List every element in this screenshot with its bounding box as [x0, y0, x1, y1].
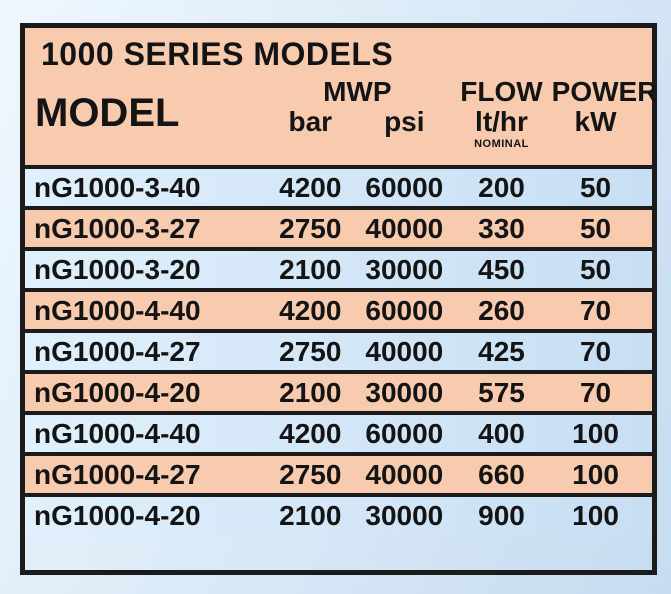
table-header: 1000 SERIES MODELS MODEL MWP bar psi FLO… — [25, 28, 658, 165]
table-row: nG1000-4-20 2100 30000 575 70 — [25, 370, 652, 411]
mwp-group-label: MWP — [323, 76, 392, 107]
column-header-model: MODEL — [25, 77, 263, 135]
mwp-unit-labels: bar psi — [263, 107, 451, 137]
table-row: nG1000-4-27 2750 40000 660 100 — [25, 452, 652, 493]
table-row: nG1000-4-40 4200 60000 260 70 — [25, 288, 652, 329]
cell-flow: 450 — [478, 253, 525, 285]
cell-mwp-psi: 40000 — [365, 335, 444, 367]
cell-flow: 260 — [478, 294, 525, 326]
cell-power: 100 — [572, 499, 619, 531]
cell-flow: 575 — [478, 376, 525, 408]
model-column-label: MODEL — [35, 91, 180, 135]
cell-flow: 200 — [478, 171, 525, 203]
cell-mwp-bar: 2750 — [279, 212, 342, 244]
cell-power: 70 — [579, 376, 612, 408]
cell-power: 50 — [579, 253, 612, 285]
cell-power: 100 — [572, 458, 619, 490]
cell-flow: 330 — [478, 212, 525, 244]
cell-model: nG1000-4-40 — [34, 294, 201, 326]
cell-model: nG1000-4-27 — [34, 458, 201, 490]
cell-mwp-psi: 30000 — [365, 376, 444, 408]
column-header-flow: FLOW lt/hr NOMINAL — [451, 77, 551, 152]
cell-flow: 900 — [478, 499, 525, 531]
cell-flow: 660 — [478, 458, 525, 490]
cell-model: nG1000-3-27 — [34, 212, 201, 244]
cell-model: nG1000-4-20 — [34, 376, 201, 408]
cell-power: 50 — [579, 171, 612, 203]
flow-label: FLOW — [460, 76, 543, 107]
table-row: nG1000-3-27 2750 40000 330 50 — [25, 206, 652, 247]
cell-model: nG1000-4-40 — [34, 417, 201, 449]
table-title: 1000 SERIES MODELS — [41, 36, 394, 72]
mwp-psi-label: psi — [384, 106, 425, 137]
spec-table: 1000 SERIES MODELS MODEL MWP bar psi FLO… — [20, 23, 657, 575]
cell-mwp-bar: 2100 — [279, 499, 342, 531]
cell-power: 70 — [579, 335, 612, 367]
cell-power: 50 — [579, 212, 612, 244]
cell-model: nG1000-4-20 — [34, 499, 201, 531]
flow-unit-label: lt/hr — [475, 106, 528, 137]
table-row: nG1000-4-27 2750 40000 425 70 — [25, 329, 652, 370]
column-header-power: POWER kW — [551, 76, 658, 137]
flow-nominal-note: NOMINAL — [474, 138, 529, 150]
cell-mwp-bar: 2100 — [279, 376, 342, 408]
cell-mwp-bar: 2750 — [279, 458, 342, 490]
column-headers-row: MODEL MWP bar psi FLOW lt/hr NOMINAL POW… — [25, 76, 658, 152]
cell-mwp-psi: 30000 — [365, 253, 444, 285]
cell-model: nG1000-4-27 — [34, 335, 201, 367]
cell-mwp-psi: 60000 — [365, 171, 444, 203]
cell-model: nG1000-3-20 — [34, 253, 201, 285]
power-unit-label: kW — [574, 106, 617, 137]
cell-mwp-psi: 30000 — [365, 499, 444, 531]
table-row: nG1000-4-40 4200 60000 400 100 — [25, 411, 652, 452]
table-row: nG1000-4-20 2100 30000 900 100 — [25, 493, 652, 534]
cell-power: 100 — [572, 417, 619, 449]
cell-mwp-psi: 40000 — [365, 458, 444, 490]
cell-mwp-bar: 4200 — [279, 171, 342, 203]
cell-power: 70 — [579, 294, 612, 326]
table-row: nG1000-3-20 2100 30000 450 50 — [25, 247, 652, 288]
cell-mwp-psi: 60000 — [365, 294, 444, 326]
mwp-bar-label: bar — [288, 106, 333, 137]
cell-mwp-bar: 2100 — [279, 253, 342, 285]
cell-mwp-psi: 40000 — [365, 212, 444, 244]
cell-flow: 400 — [478, 417, 525, 449]
cell-flow: 425 — [478, 335, 525, 367]
power-label: POWER — [551, 76, 658, 107]
cell-mwp-bar: 4200 — [279, 417, 342, 449]
cell-mwp-psi: 60000 — [365, 417, 444, 449]
column-header-mwp-group: MWP bar psi — [263, 77, 451, 137]
cell-mwp-bar: 2750 — [279, 335, 342, 367]
cell-mwp-bar: 4200 — [279, 294, 342, 326]
cell-model: nG1000-3-40 — [34, 171, 201, 203]
table-row: nG1000-3-40 4200 60000 200 50 — [25, 165, 652, 206]
